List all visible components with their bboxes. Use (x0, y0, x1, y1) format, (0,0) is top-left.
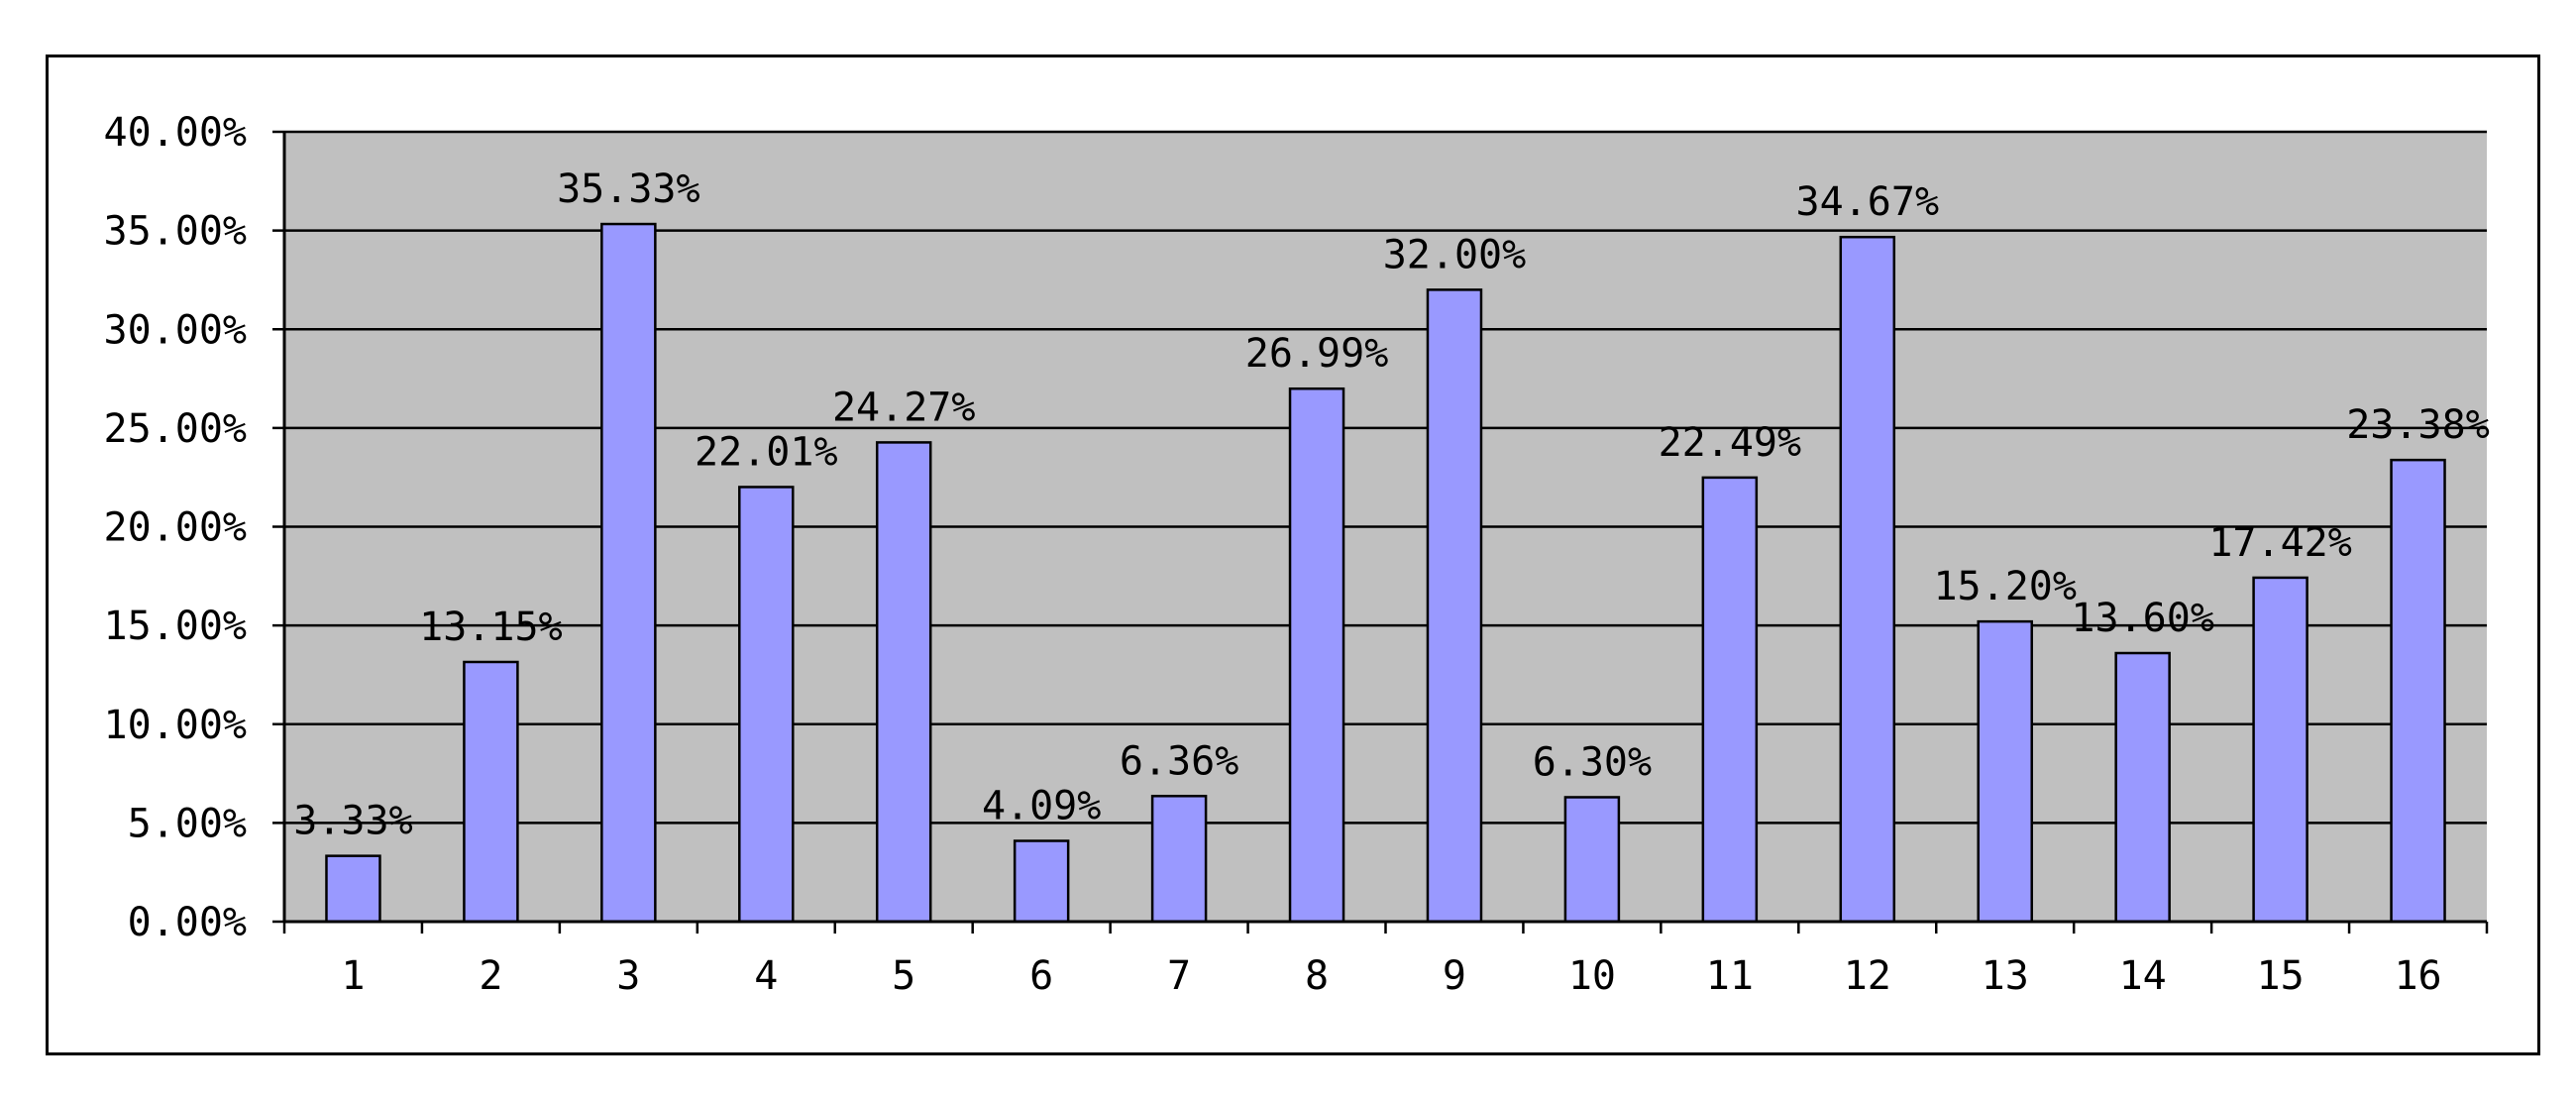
bar (738, 486, 795, 924)
data-label: 15.20% (1933, 564, 2077, 609)
x-tick-label: 3 (616, 953, 640, 999)
y-tick-label: 35.00% (104, 209, 248, 255)
data-label: 32.00% (1383, 232, 1527, 277)
bar (1288, 386, 1345, 924)
x-tick-label: 8 (1305, 953, 1329, 999)
data-label: 4.09% (982, 784, 1101, 829)
y-tick-label: 5.00% (128, 801, 247, 846)
axes (272, 130, 2489, 934)
bar (1563, 796, 1621, 924)
y-tick-label: 30.00% (104, 307, 248, 353)
x-tick-label: 9 (1443, 953, 1466, 999)
data-label: 23.38% (2346, 402, 2490, 448)
bar (2252, 576, 2308, 924)
data-label: 34.67% (1796, 179, 1940, 225)
x-tick-label: 13 (1982, 953, 2029, 999)
x-tick-label: 7 (1167, 953, 1191, 999)
bar (1701, 476, 1759, 924)
y-tick-label: 40.00% (104, 110, 248, 156)
x-tick-label: 16 (2394, 953, 2441, 999)
bar (463, 660, 519, 924)
y-tick-label: 0.00% (128, 900, 247, 945)
data-label: 3.33% (293, 799, 412, 844)
data-label: 22.01% (695, 429, 838, 475)
x-tick-label: 1 (341, 953, 365, 999)
bar (1839, 235, 1896, 924)
x-tick-label: 6 (1029, 953, 1053, 999)
x-tick-label: 5 (892, 953, 915, 999)
x-tick-label: 12 (1844, 953, 1891, 999)
x-tick-label: 14 (2119, 953, 2167, 999)
x-tick-label: 10 (1568, 953, 1616, 999)
bar (325, 854, 381, 924)
bars (325, 222, 2446, 924)
data-label: 22.49% (1659, 420, 1802, 466)
bar (1426, 288, 1483, 924)
y-tick-label: 25.00% (104, 406, 248, 452)
y-tick-labels: 0.00% 5.00% 10.00% 15.00% 20.00% 25.00% 30.00%… (104, 110, 248, 945)
data-label: 6.36% (1120, 738, 1238, 784)
data-label: 6.30% (1533, 739, 1652, 785)
bar (1013, 839, 1070, 924)
bar (875, 441, 932, 924)
data-labels: 3.33% 13.15% 35.33% 22.01%24.27% 4.09% 6.36% 2… (293, 166, 2490, 844)
bar (2114, 651, 2171, 924)
bar (2390, 458, 2446, 924)
data-label: 24.27% (832, 385, 976, 430)
data-label: 17.42% (2208, 520, 2352, 566)
x-tick-label: 2 (479, 953, 502, 999)
data-label: 13.60% (2071, 596, 2214, 641)
y-tick-label: 15.00% (104, 604, 248, 649)
data-label: 35.33% (557, 166, 700, 212)
y-tick-label: 20.00% (104, 505, 248, 551)
x-tick-labels: 1 2 3 4 5 6 7 8 9 10 11 12 13 14 15 16 (341, 953, 2441, 999)
x-tick-label: 15 (2257, 953, 2305, 999)
data-label: 26.99% (1245, 331, 1389, 377)
bar (1977, 619, 2033, 924)
y-tick-label: 10.00% (104, 703, 248, 748)
bar (600, 222, 657, 924)
bar (1150, 795, 1208, 924)
x-tick-label: 11 (1706, 953, 1754, 999)
x-tick-label: 4 (754, 953, 778, 999)
data-label: 13.15% (419, 605, 563, 650)
